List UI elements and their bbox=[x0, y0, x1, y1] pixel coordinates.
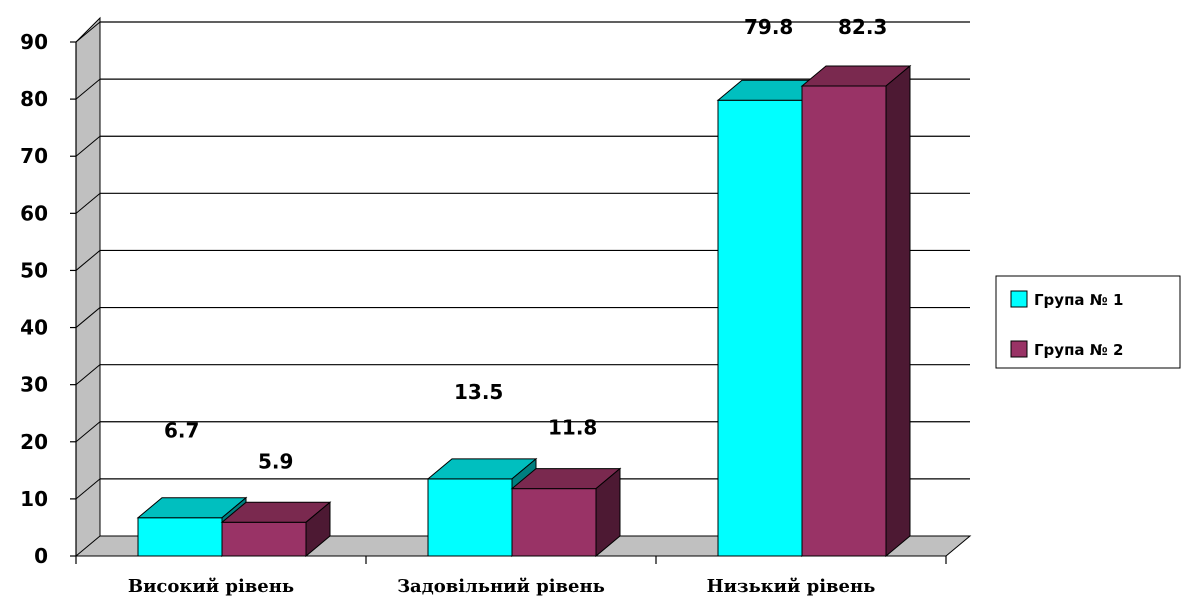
y-tick-label: 90 bbox=[20, 30, 48, 54]
grid-line-wall bbox=[75, 135, 101, 157]
bar-side bbox=[305, 501, 331, 558]
chart-back-wall-side bbox=[75, 16, 101, 557]
grid-line-wall bbox=[75, 307, 101, 328]
y-tick-label: 0 bbox=[34, 544, 48, 568]
bar-side bbox=[595, 467, 621, 558]
legend-label-group-1: Група № 1 bbox=[1034, 291, 1124, 309]
data-labels: 6.7 5.9 13.5 11.8 79.8 82.3 bbox=[164, 15, 887, 473]
x-category-label: Низький рівень bbox=[707, 576, 876, 597]
bar-front bbox=[801, 85, 887, 557]
grid-line-wall bbox=[75, 21, 101, 43]
x-category-label: Задовільний рівень bbox=[397, 576, 605, 597]
legend-swatch-group-1 bbox=[1010, 290, 1028, 308]
y-tick-label: 50 bbox=[20, 258, 48, 282]
legend: Група № 1 Група № 2 bbox=[995, 275, 1181, 369]
x-axis: Високий рівень Задовільний рівень Низький … bbox=[75, 556, 947, 597]
y-tick-label: 80 bbox=[20, 87, 48, 111]
x-category-label: Високий рівень bbox=[128, 576, 294, 597]
y-tick-label: 30 bbox=[20, 373, 48, 397]
data-label: 11.8 bbox=[548, 416, 597, 440]
bars bbox=[136, 64, 912, 558]
y-axis: 0 10 20 30 40 50 60 70 80 90 bbox=[20, 30, 77, 568]
y-tick-label: 70 bbox=[20, 144, 48, 168]
grid-line-wall bbox=[75, 478, 101, 500]
grid-line-wall bbox=[75, 421, 101, 443]
y-tick-label: 60 bbox=[20, 201, 48, 225]
data-label: 5.9 bbox=[258, 449, 293, 473]
y-tick-label: 20 bbox=[20, 430, 48, 454]
bar-side bbox=[885, 64, 911, 558]
grid-line-wall bbox=[75, 364, 101, 386]
data-label: 13.5 bbox=[454, 380, 503, 404]
data-label: 79.8 bbox=[744, 15, 793, 39]
data-label: 6.7 bbox=[164, 419, 199, 443]
data-label: 82.3 bbox=[838, 15, 887, 39]
bar-front bbox=[137, 517, 223, 557]
bar-front bbox=[717, 99, 803, 557]
y-tick-label: 10 bbox=[20, 487, 48, 511]
legend-label-group-2: Група № 2 bbox=[1034, 341, 1124, 359]
bar-front bbox=[221, 521, 307, 557]
grid-line-wall bbox=[75, 250, 101, 271]
grid-line-wall bbox=[75, 192, 101, 214]
legend-swatch-group-2 bbox=[1010, 340, 1028, 358]
y-tick-label: 40 bbox=[20, 316, 48, 340]
bar-front bbox=[427, 478, 513, 557]
grid-line-wall bbox=[75, 78, 101, 100]
bar-front bbox=[511, 488, 597, 557]
